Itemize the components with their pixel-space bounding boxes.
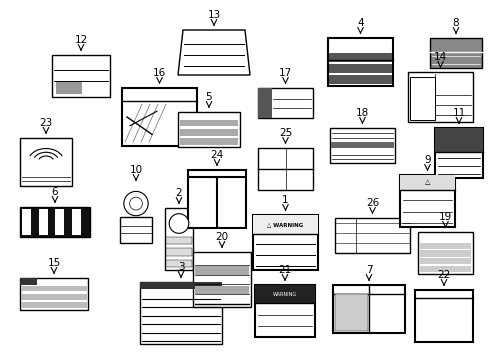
Bar <box>140 282 222 344</box>
Text: 25: 25 <box>278 128 291 138</box>
Polygon shape <box>178 30 249 75</box>
Text: 15: 15 <box>47 258 61 268</box>
Bar <box>419 266 470 272</box>
Bar <box>258 148 312 190</box>
Text: 12: 12 <box>74 35 87 45</box>
Bar <box>21 294 87 300</box>
Bar <box>122 88 197 146</box>
Bar <box>165 260 192 267</box>
Text: 13: 13 <box>207 10 220 20</box>
Bar <box>434 128 482 178</box>
Circle shape <box>123 192 148 216</box>
Bar <box>258 88 312 118</box>
Bar <box>120 217 152 243</box>
Bar <box>195 266 248 275</box>
Text: 19: 19 <box>438 212 451 222</box>
Bar <box>21 285 87 291</box>
Circle shape <box>129 197 142 210</box>
Bar <box>193 252 250 307</box>
Text: 17: 17 <box>278 68 291 78</box>
Text: 14: 14 <box>433 52 446 62</box>
Bar <box>329 128 394 163</box>
Bar <box>165 248 192 256</box>
Text: 20: 20 <box>215 232 228 242</box>
Text: 2: 2 <box>175 188 182 198</box>
Bar <box>434 128 482 152</box>
Text: 22: 22 <box>436 270 450 280</box>
Bar <box>39 209 47 235</box>
Bar <box>20 278 37 285</box>
Bar <box>55 209 64 235</box>
Text: 16: 16 <box>153 68 166 78</box>
Bar <box>20 207 90 237</box>
Text: 18: 18 <box>355 108 368 118</box>
Text: △: △ <box>424 179 429 185</box>
Text: 8: 8 <box>452 18 458 28</box>
Bar <box>20 278 88 310</box>
Bar <box>21 302 87 308</box>
Bar <box>334 218 409 253</box>
Bar <box>334 293 367 331</box>
Bar <box>409 77 434 120</box>
Circle shape <box>169 214 188 233</box>
Bar <box>407 72 472 122</box>
Bar <box>328 53 391 62</box>
Text: 26: 26 <box>365 198 378 208</box>
Bar <box>332 285 404 333</box>
Bar <box>328 75 391 84</box>
Text: 3: 3 <box>177 262 184 272</box>
Bar <box>327 38 392 86</box>
Text: WARNING: WARNING <box>272 292 296 297</box>
Bar <box>140 282 222 289</box>
Bar <box>258 88 271 118</box>
Bar <box>22 209 31 235</box>
Bar <box>195 286 248 294</box>
Bar <box>328 64 391 73</box>
Bar <box>254 285 314 303</box>
Bar <box>419 258 470 264</box>
Bar <box>180 129 238 136</box>
Bar <box>330 142 393 148</box>
Text: 10: 10 <box>129 165 142 175</box>
Text: 21: 21 <box>278 265 291 275</box>
Bar <box>178 112 240 147</box>
Bar <box>417 232 472 274</box>
Bar <box>419 243 470 249</box>
Bar <box>254 285 314 337</box>
Bar <box>429 38 481 68</box>
Bar <box>52 55 110 97</box>
Bar <box>56 82 82 94</box>
Text: 9: 9 <box>423 155 430 165</box>
Text: 4: 4 <box>356 18 363 28</box>
Bar <box>399 175 454 190</box>
Bar <box>165 237 192 244</box>
Bar <box>180 138 238 145</box>
Bar <box>180 120 238 126</box>
Bar <box>252 215 317 234</box>
Text: 7: 7 <box>365 265 371 275</box>
Bar <box>187 170 245 228</box>
Text: 11: 11 <box>451 108 465 118</box>
Text: △ WARNING: △ WARNING <box>267 222 303 228</box>
Bar <box>164 208 193 270</box>
Bar <box>419 251 470 257</box>
Bar <box>399 175 454 227</box>
Bar <box>20 138 72 186</box>
Text: 23: 23 <box>40 118 53 128</box>
Text: 6: 6 <box>52 187 58 197</box>
Text: 1: 1 <box>282 195 288 205</box>
Bar <box>252 215 317 270</box>
Bar <box>414 290 472 342</box>
Text: 24: 24 <box>210 150 223 160</box>
Text: 5: 5 <box>205 92 212 102</box>
Bar <box>71 209 81 235</box>
